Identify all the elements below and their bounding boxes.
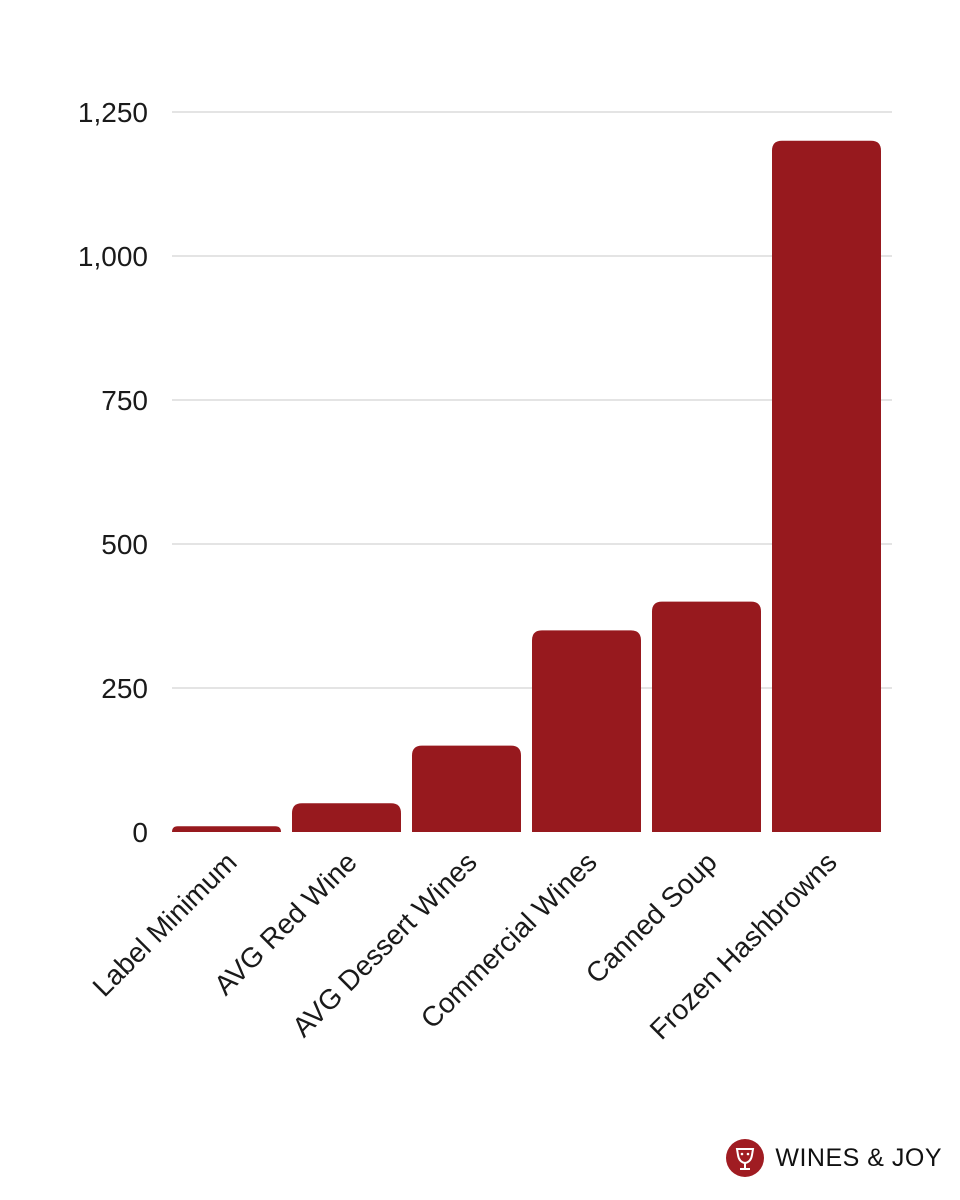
brand-logo: WINES & JOY bbox=[725, 1138, 942, 1178]
y-tick-label: 250 bbox=[101, 673, 148, 704]
bar bbox=[292, 803, 401, 832]
bar bbox=[652, 601, 761, 832]
bar bbox=[172, 826, 281, 832]
bars bbox=[172, 140, 881, 833]
y-tick-label: 750 bbox=[101, 385, 148, 416]
bar bbox=[532, 630, 641, 832]
y-tick-label: 500 bbox=[101, 529, 148, 560]
bar bbox=[772, 140, 881, 833]
y-tick-label: 0 bbox=[132, 817, 148, 848]
y-tick-label: 1,250 bbox=[78, 97, 148, 128]
y-tick-label: 1,000 bbox=[78, 241, 148, 272]
wine-glass-logo-icon bbox=[726, 1139, 765, 1177]
bar bbox=[412, 745, 521, 832]
brand-name: WINES & JOY bbox=[775, 1143, 942, 1172]
y-axis-tick-labels: 0 250 500 750 1,000 1,250 bbox=[78, 97, 148, 848]
